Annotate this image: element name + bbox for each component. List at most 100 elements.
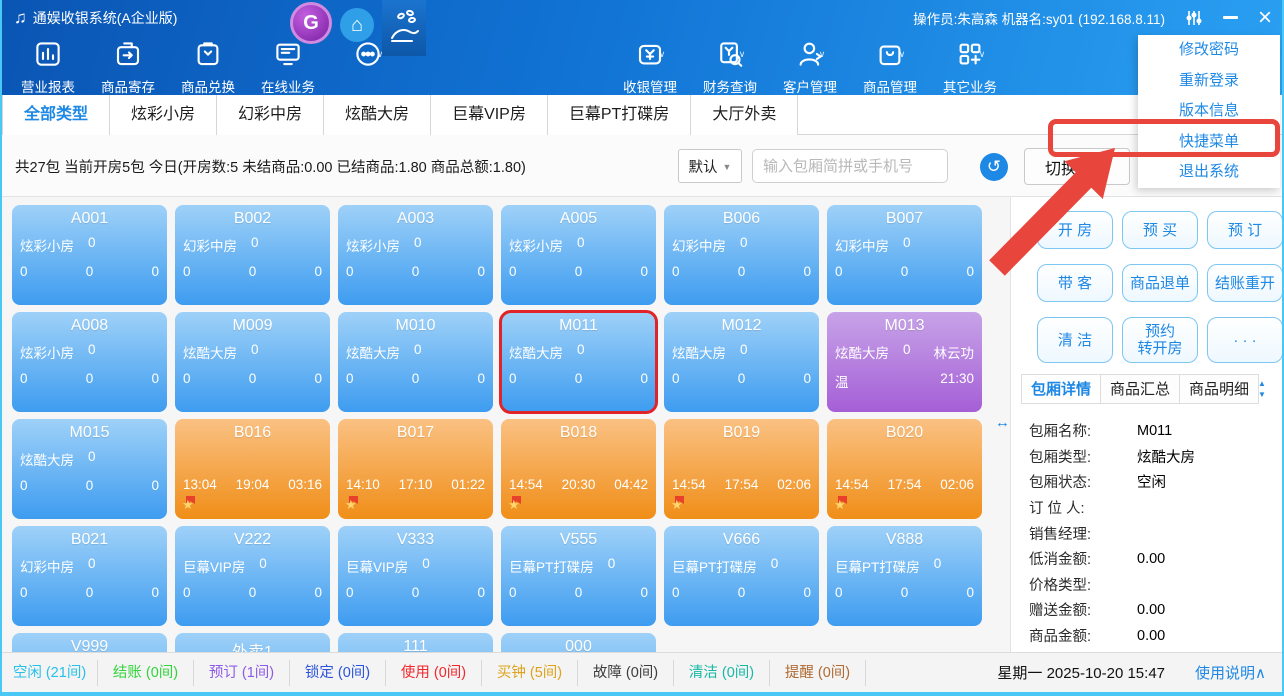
nav-item-label: 商品寄存	[101, 80, 155, 95]
status-legend-8[interactable]: 提醒 (0间)	[770, 659, 866, 686]
room-card[interactable]: A001 炫彩小房 0 0 0 0	[12, 205, 167, 305]
room-card[interactable]: M011 炫酷大房 0 0 0 0	[499, 310, 658, 414]
close-button[interactable]: ×	[1257, 3, 1272, 31]
room-card[interactable]: 000	[501, 633, 656, 652]
settings-sliders-icon[interactable]	[1185, 9, 1203, 27]
brand-swirl-icon[interactable]: G	[290, 2, 332, 44]
nav-item-deposit[interactable]: 商品寄存	[88, 35, 168, 95]
panel-button-1[interactable]: 预 买	[1122, 211, 1198, 249]
tab-room-type-6[interactable]: 大厅外卖	[691, 95, 799, 135]
nav-item-other[interactable]: ∨ 其它业务	[930, 35, 1010, 95]
panel-button-5[interactable]: 结账重开	[1207, 264, 1282, 302]
nav-item-goods[interactable]: ∨ 商品管理	[850, 35, 930, 95]
menu-item-1[interactable]: 重新登录	[1178, 71, 1239, 89]
refresh-icon[interactable]: ↺	[980, 153, 1008, 181]
menu-item-3[interactable]: 快捷菜单	[1178, 132, 1239, 150]
room-card[interactable]: 111	[338, 633, 493, 652]
room-card[interactable]: V555 巨幕PT打碟房 0 0 0 0	[501, 526, 656, 626]
room-card[interactable]: B017 14:10 17:10 01:22 ★	[338, 419, 493, 519]
room-card[interactable]: V333 巨幕VIP房 0 0 0 0	[338, 526, 493, 626]
room-values-line: 0 0 0	[672, 585, 811, 600]
tab-room-type-5[interactable]: 巨幕PT打碟房	[547, 95, 692, 135]
tab-room-type-0[interactable]: 全部类型	[2, 95, 111, 135]
status-legend-2[interactable]: 预订 (1间)	[194, 659, 290, 686]
menu-item-2[interactable]: 版本信息	[1178, 102, 1239, 119]
status-legend-3[interactable]: 锁定 (0间)	[290, 659, 386, 686]
room-card[interactable]: V222 巨幕VIP房 0 0 0 0	[175, 526, 330, 626]
menu-item-4[interactable]: 退出系统	[1178, 163, 1239, 180]
room-type: 炫彩小房	[509, 239, 563, 254]
room-card[interactable]: V888 巨幕PT打碟房 0 0 0 0	[827, 526, 982, 626]
nav-item-more[interactable]: ∨	[328, 35, 408, 95]
room-values-line: 0 0 0	[835, 585, 974, 600]
status-legend-7[interactable]: 清洁 (0间)	[674, 659, 770, 686]
room-card[interactable]: M009 炫酷大房 0 0 0 0	[175, 312, 330, 412]
panel-button-7[interactable]: 预约 转开房	[1122, 317, 1198, 363]
room-card[interactable]: B006 幻彩中房 0 0 0 0	[664, 205, 819, 305]
panel-button-2[interactable]: 预 订	[1207, 211, 1282, 249]
panel-button-4[interactable]: 商品退单	[1122, 264, 1198, 302]
room-card[interactable]: A008 炫彩小房 0 0 0 0	[12, 312, 167, 412]
online-icon	[273, 39, 303, 74]
room-card[interactable]: M015 炫酷大房 0 0 0 0	[12, 419, 167, 519]
room-name: B021	[70, 531, 109, 548]
room-type-line: 幻彩中房 0	[672, 235, 811, 255]
room-name: B019	[722, 424, 761, 441]
panel-tab-2[interactable]: 商品明细	[1180, 374, 1260, 404]
sort-arrows-icon[interactable]: ▲ ▼	[1258, 379, 1266, 399]
panel-tab-1[interactable]: 商品汇总	[1101, 374, 1181, 404]
room-card[interactable]: B021 幻彩中房 0 0 0 0	[12, 526, 167, 626]
room-card[interactable]: B020 14:54 17:54 02:06 ★	[827, 419, 982, 519]
nav-item-finance[interactable]: ∨ 财务查询	[690, 35, 770, 95]
panel-button-0[interactable]: 开 房	[1037, 211, 1113, 249]
room-card[interactable]: A003 炫彩小房 0 0 0 0	[338, 205, 493, 305]
room-card[interactable]: M013 炫酷大房 0 林云功温 21:30	[827, 312, 982, 412]
room-card[interactable]: M010 炫酷大房 0 0 0 0	[338, 312, 493, 412]
view-select[interactable]: 默认 ▼	[678, 149, 742, 183]
status-legend-0[interactable]: 空闲 (21间)	[2, 659, 98, 686]
time-value: 14:54	[509, 477, 543, 492]
panel-button-8[interactable]: · · ·	[1207, 317, 1282, 363]
panel-button-6[interactable]: 清 洁	[1037, 317, 1113, 363]
help-link[interactable]: 使用说明∧	[1195, 665, 1266, 682]
tab-room-type-4[interactable]: 巨幕VIP房	[431, 95, 548, 135]
nav-item-report[interactable]: 营业报表	[8, 35, 88, 95]
room-card[interactable]: B016 13:04 19:04 03:16 ★	[175, 419, 330, 519]
switch-style-button[interactable]: 切换样式	[1024, 148, 1130, 185]
tab-room-type-3[interactable]: 炫酷大房	[324, 95, 432, 135]
panel-button-3[interactable]: 带 客	[1037, 264, 1113, 302]
room-card[interactable]: V999	[12, 633, 167, 652]
room-card[interactable]: B007 幻彩中房 0 0 0 0	[827, 205, 982, 305]
tab-room-type-2[interactable]: 幻彩中房	[217, 95, 325, 135]
panel-resize-handle-icon[interactable]: ↔	[995, 414, 1010, 431]
room-card[interactable]: M012 炫酷大房 0 0 0 0	[664, 312, 819, 412]
nav-item-exchange[interactable]: 商品兑换	[168, 35, 248, 95]
room-card[interactable]: B018 14:54 20:30 04:42 ★	[501, 419, 656, 519]
room-card[interactable]: 外卖1	[175, 633, 330, 652]
home-icon[interactable]: ⌂	[340, 8, 374, 42]
status-legend-5[interactable]: 买钟 (5间)	[482, 659, 578, 686]
room-value: 0	[477, 371, 485, 386]
room-name: A005	[559, 210, 598, 227]
room-card[interactable]: B002 幻彩中房 0 0 0 0	[175, 205, 330, 305]
panel-tab-0[interactable]: 包厢详情	[1021, 374, 1102, 404]
search-input[interactable]	[752, 149, 948, 183]
room-card[interactable]: B019 14:54 17:54 02:06 ★	[664, 419, 819, 519]
room-card[interactable]: A005 炫彩小房 0 0 0 0	[501, 205, 656, 305]
status-legend-1[interactable]: 结账 (0间)	[98, 659, 194, 686]
minimize-button[interactable]	[1222, 16, 1238, 19]
tab-room-type-1[interactable]: 炫彩小房	[110, 95, 218, 135]
time-value: 19:04	[235, 477, 270, 492]
menu-item-0[interactable]: 修改密码	[1178, 41, 1239, 58]
status-legend-4[interactable]: 使用 (0间)	[386, 659, 482, 686]
room-card[interactable]: V666 巨幕PT打碟房 0 0 0 0	[664, 526, 819, 626]
hand-coins-icon[interactable]	[382, 0, 426, 56]
room-value: 0	[248, 585, 257, 600]
nav-item-cashier[interactable]: ∨ 收银管理	[610, 35, 690, 95]
room-name: A003	[396, 210, 435, 227]
room-type-line: 巨幕VIP房 0	[346, 556, 485, 576]
nav-item-customer[interactable]: ∨ 客户管理	[770, 35, 850, 95]
room-name: V333	[396, 531, 435, 548]
nav-item-online[interactable]: 在线业务	[248, 35, 328, 95]
status-legend-6[interactable]: 故障 (0间)	[578, 659, 674, 686]
